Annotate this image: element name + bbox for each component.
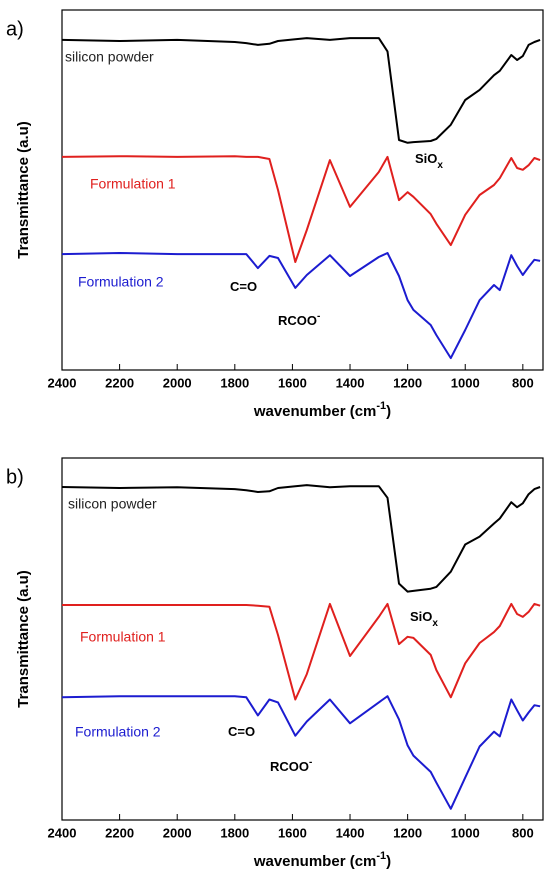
annotation: SiOx xyxy=(415,151,443,170)
series-label: Formulation 2 xyxy=(75,724,161,740)
x-tick-label: 2200 xyxy=(105,825,134,840)
spectrum-line xyxy=(61,155,541,263)
x-tick-label: 1400 xyxy=(336,825,365,840)
panel-label: b) xyxy=(6,466,24,488)
spectrum-line xyxy=(61,484,541,593)
series-label: Formulation 1 xyxy=(90,176,176,192)
x-tick-label: 1000 xyxy=(451,375,480,390)
x-axis-label-end: ) xyxy=(386,403,391,420)
annotation-sub: x xyxy=(432,618,438,629)
x-axis-label: wavenumber (cm-1) xyxy=(253,400,391,420)
x-tick-label: 2400 xyxy=(48,825,77,840)
x-tick-label: 800 xyxy=(512,375,534,390)
annotation: RCOO- xyxy=(278,311,320,329)
x-axis-label-sup: -1 xyxy=(376,850,386,862)
panel-label: a) xyxy=(6,18,24,40)
series-label: silicon powder xyxy=(68,496,157,512)
plot-frame xyxy=(61,457,544,821)
spectrum-line xyxy=(61,695,541,810)
annotation: SiOx xyxy=(410,609,438,628)
annotation-sub: x xyxy=(437,160,443,171)
x-tick-label: 800 xyxy=(512,825,534,840)
x-tick-label: 1800 xyxy=(220,825,249,840)
x-tick-label: 1800 xyxy=(220,375,249,390)
x-tick-label: 1600 xyxy=(278,375,307,390)
spectrum-line xyxy=(62,602,541,701)
x-axis-label: wavenumber (cm-1) xyxy=(253,850,391,870)
series-label: Formulation 2 xyxy=(78,274,164,290)
annotation-sup: - xyxy=(317,311,320,322)
annotation-text: C=O xyxy=(230,279,257,294)
annotation-sup: - xyxy=(309,757,312,768)
annotation-text: C=O xyxy=(228,724,255,739)
annotation-text: SiO xyxy=(415,151,437,166)
x-tick-label: 2400 xyxy=(48,375,77,390)
x-axis-label-sup: -1 xyxy=(376,400,386,412)
annotation-text: SiO xyxy=(410,609,432,624)
annotation: C=O xyxy=(228,724,255,739)
annotation: RCOO- xyxy=(270,757,312,775)
annotation-text: RCOO xyxy=(278,313,317,328)
series-label: Formulation 1 xyxy=(80,629,166,645)
x-tick-label: 2000 xyxy=(163,825,192,840)
annotation: C=O xyxy=(230,279,257,294)
spectrum-line xyxy=(61,37,541,144)
x-tick-label: 1200 xyxy=(393,375,422,390)
x-axis-label-end: ) xyxy=(386,853,391,870)
x-tick-label: 2200 xyxy=(105,375,134,390)
plot-frame xyxy=(61,9,544,371)
x-axis-label-text: wavenumber (cm xyxy=(253,853,377,870)
y-axis-label: Transmittance (a.u) xyxy=(15,570,32,708)
spectrum-line xyxy=(61,252,541,360)
x-tick-label: 1000 xyxy=(451,825,480,840)
x-tick-label: 1200 xyxy=(393,825,422,840)
x-tick-label: 1400 xyxy=(336,375,365,390)
series-label: silicon powder xyxy=(65,49,154,65)
y-axis-label: Transmittance (a.u) xyxy=(15,121,32,259)
x-tick-label: 2000 xyxy=(163,375,192,390)
x-tick-label: 1600 xyxy=(278,825,307,840)
annotation-text: RCOO xyxy=(270,759,309,774)
x-axis-label-text: wavenumber (cm xyxy=(253,403,377,420)
